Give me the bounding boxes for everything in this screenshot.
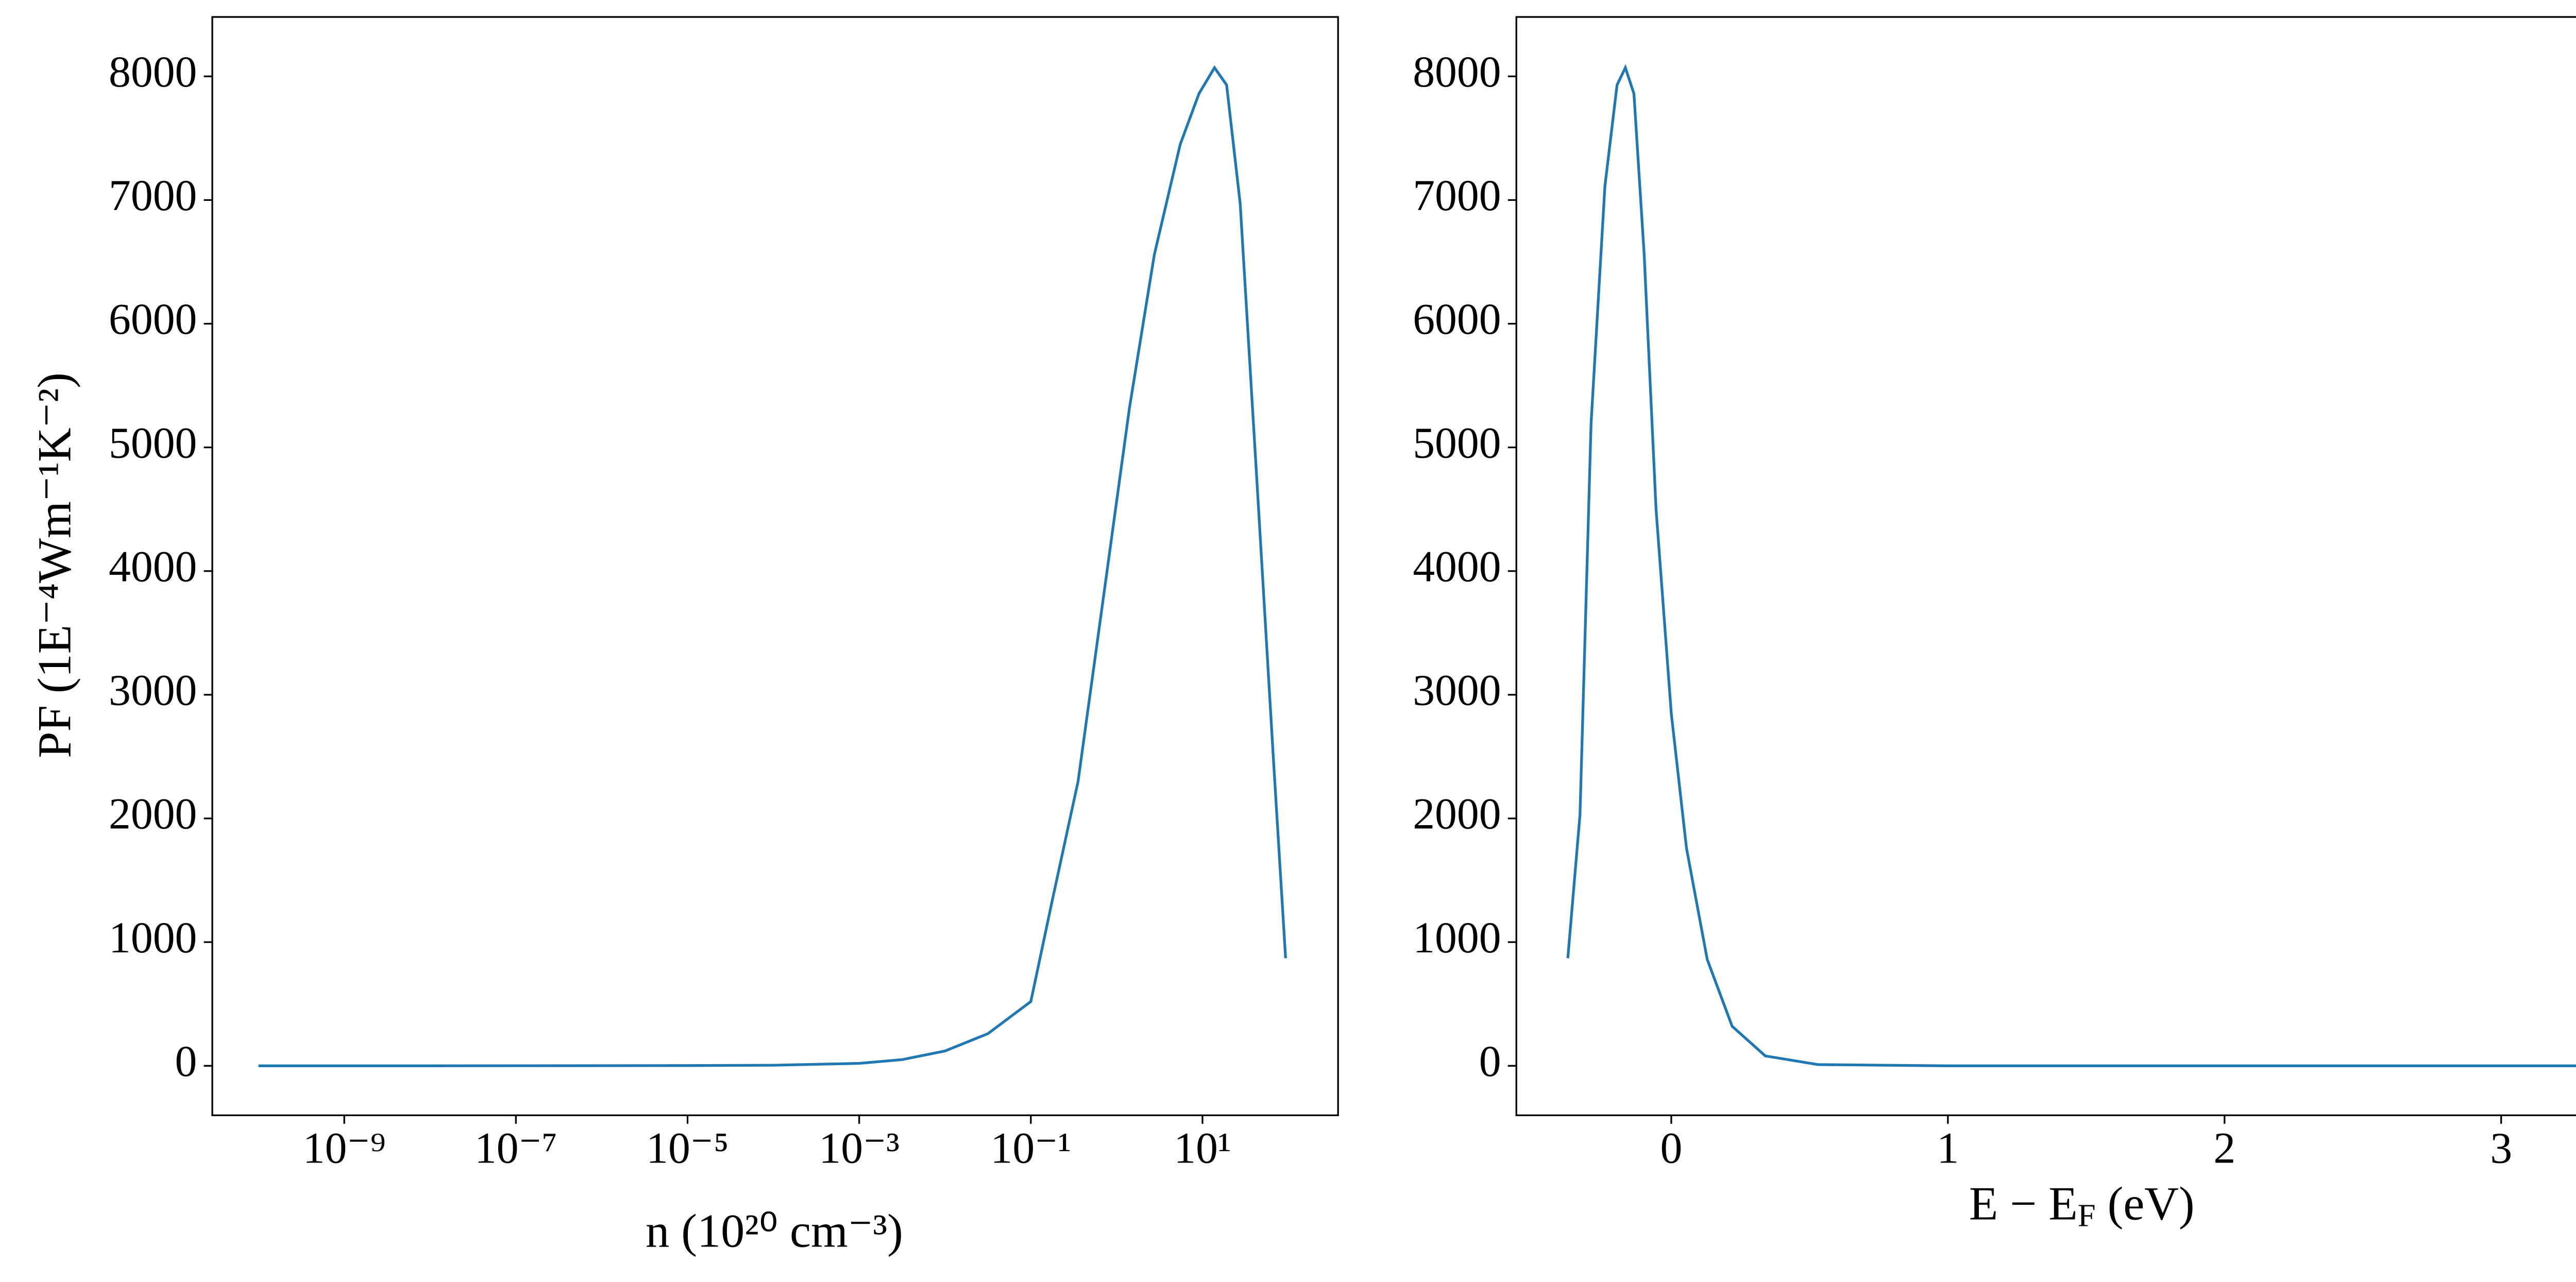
y-tick-label: 0 <box>1479 1037 1501 1086</box>
y-tick-label: 5000 <box>109 418 197 467</box>
y-tick-label: 2000 <box>109 790 197 839</box>
x-tick-label: 10⁻³ <box>819 1124 900 1173</box>
y-tick-label: 8000 <box>109 47 197 96</box>
x-axis-label: n (10²⁰ cm⁻³) <box>646 1205 903 1257</box>
y-tick-label: 8000 <box>1413 47 1501 96</box>
x-tick-label: 2 <box>2213 1124 2235 1173</box>
x-tick-label: 10⁻⁷ <box>474 1124 557 1173</box>
y-tick-label: 6000 <box>109 295 197 344</box>
data-line <box>258 65 1287 1067</box>
x-tick-label: 0 <box>1660 1124 1683 1173</box>
x-axis-label: E − EF (eV) <box>1969 1177 2195 1234</box>
y-axis-label: PF (1E⁻⁴Wm⁻¹K⁻²) <box>28 372 81 758</box>
y-tick-label: 3000 <box>1413 666 1501 715</box>
x-label-subscript: F <box>2078 1198 2096 1234</box>
y-tick-label: 1000 <box>1413 913 1501 962</box>
y-tick-label: 1000 <box>109 913 197 962</box>
data-line <box>1566 64 2576 1067</box>
y-tick-label: 6000 <box>1413 295 1501 344</box>
y-tick-label: 4000 <box>1413 542 1501 591</box>
plot-frame <box>1515 16 2576 1116</box>
y-tick-label: 2000 <box>1413 790 1501 839</box>
y-tick-label: 5000 <box>1413 418 1501 467</box>
x-label-part: (eV) <box>2096 1177 2195 1230</box>
y-tick-label: 4000 <box>109 542 197 591</box>
y-tick-label: 0 <box>175 1037 197 1086</box>
x-tick-label: 10⁻¹ <box>991 1124 1072 1173</box>
x-tick-label: 10⁻⁵ <box>646 1124 729 1173</box>
x-tick-label: 3 <box>2490 1124 2512 1173</box>
y-tick-label: 7000 <box>109 171 197 220</box>
y-tick-label: 3000 <box>109 666 197 715</box>
x-tick-label: 1 <box>1937 1124 1959 1173</box>
y-tick-label: 7000 <box>1413 171 1501 220</box>
x-label-part: E − E <box>1969 1177 2078 1230</box>
x-tick-label: 10¹ <box>1174 1124 1231 1173</box>
x-tick-label: 10⁻⁹ <box>303 1124 386 1173</box>
plot-frame <box>211 16 1339 1116</box>
